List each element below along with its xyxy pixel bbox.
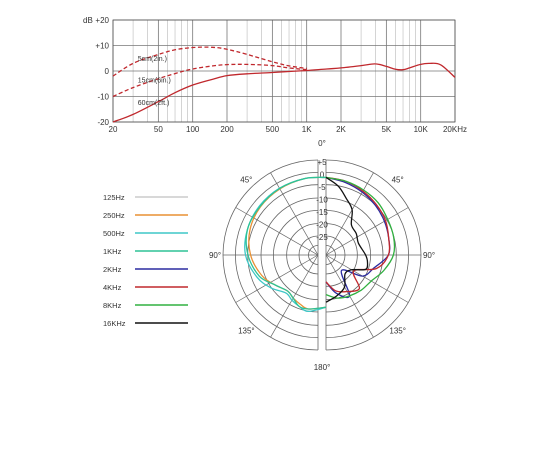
series-label: 15cm(6in.) bbox=[138, 77, 171, 84]
polar-r-tick: -10 bbox=[316, 196, 328, 205]
x-tick-label: 200 bbox=[220, 125, 234, 134]
polar-legend: 125Hz 250Hz 500Hz 1KHz 2KHz 4KHz 8KHz 16KHz bbox=[103, 193, 188, 328]
polar-angle-label: 135° bbox=[238, 327, 255, 336]
frequency-x-ticks: 20 50 100 200 500 1K 2K 5K 10K 20KHz bbox=[109, 125, 467, 134]
x-tick-label: 500 bbox=[266, 125, 280, 134]
polar-radial-ticks: +5 0 -5 -10 -15 -20 -25 bbox=[316, 158, 328, 242]
series-label: 5cm(2in.) bbox=[138, 56, 167, 63]
polar-line-1khz bbox=[245, 176, 327, 310]
polar-r-tick: -15 bbox=[316, 208, 328, 217]
polar-spoke bbox=[270, 172, 319, 256]
polar-angle-label: 90° bbox=[209, 251, 221, 260]
y-tick-label: -20 bbox=[97, 118, 109, 127]
x-tick-label: 1K bbox=[302, 125, 312, 134]
polar-line-250hz bbox=[248, 176, 327, 310]
legend-label-250hz: 250Hz bbox=[103, 211, 125, 220]
x-tick-label: 10K bbox=[414, 125, 429, 134]
frequency-y-ticks: +20 +10 0 -10 -20 bbox=[95, 16, 109, 127]
polar-angle-label: 180° bbox=[314, 363, 331, 372]
series-line-5cm2in bbox=[112, 46, 307, 77]
polar-angle-label: 90° bbox=[423, 251, 435, 260]
polar-center-gap bbox=[318, 155, 326, 355]
x-tick-label: 50 bbox=[154, 125, 163, 134]
polar-spoke bbox=[325, 254, 409, 303]
y-unit-label: dB bbox=[83, 16, 93, 25]
legend-label-8khz: 8KHz bbox=[103, 301, 122, 310]
frequency-response-chart: 20 50 100 200 500 1K 2K 5K 10K 20KHz +20 +10 0 -10 -2… bbox=[83, 16, 467, 134]
legend-label-1khz: 1KHz bbox=[103, 247, 122, 256]
legend-label-125hz: 125Hz bbox=[103, 193, 125, 202]
polar-spoke bbox=[235, 254, 319, 303]
x-tick-label: 5K bbox=[381, 125, 391, 134]
polar-angle-label: 45° bbox=[240, 175, 252, 184]
polar-r-tick: 0 bbox=[320, 171, 325, 180]
polar-line-8khz bbox=[325, 176, 396, 299]
polar-grid bbox=[222, 155, 422, 355]
polar-line-500hz bbox=[244, 176, 327, 313]
legend-label-16khz: 16KHz bbox=[103, 319, 126, 328]
x-tick-label: 20 bbox=[109, 125, 118, 134]
y-tick-label: 0 bbox=[105, 67, 110, 76]
polar-angle-label: 135° bbox=[389, 327, 406, 336]
polar-spoke bbox=[235, 207, 319, 256]
polar-pattern-chart: +5 0 -5 -10 -15 -20 -25 0° 45° 90° 135° 180° 135° 90… bbox=[209, 139, 435, 372]
frequency-series: 5cm(2in.) 15cm(6in.) 60cm(2ft.) bbox=[112, 46, 456, 123]
polar-spoke bbox=[270, 254, 319, 338]
legend-label-4khz: 4KHz bbox=[103, 283, 122, 292]
plot-frame bbox=[112, 19, 456, 123]
y-tick-label: -10 bbox=[97, 93, 109, 102]
polar-line-4khz bbox=[325, 176, 391, 293]
polar-r-tick: -25 bbox=[316, 233, 328, 242]
polar-angle-label: 45° bbox=[392, 175, 404, 184]
legend-label-2khz: 2KHz bbox=[103, 265, 122, 274]
x-tick-label: 100 bbox=[186, 125, 200, 134]
series-label: 60cm(2ft.) bbox=[138, 100, 170, 107]
polar-r-tick: -20 bbox=[316, 221, 328, 230]
y-tick-label: +10 bbox=[95, 42, 109, 51]
polar-r-tick: +5 bbox=[317, 158, 327, 167]
series-line-15cm6in bbox=[112, 63, 307, 98]
polar-spoke bbox=[325, 207, 409, 256]
polar-spoke bbox=[325, 172, 374, 256]
polar-r-tick: -5 bbox=[318, 183, 326, 192]
polar-angle-labels: 0° 45° 90° 135° 180° 135° 90° 45° bbox=[209, 139, 435, 372]
polar-series bbox=[244, 176, 396, 313]
polar-angle-label: 0° bbox=[318, 139, 326, 148]
legend-label-500hz: 500Hz bbox=[103, 229, 125, 238]
polar-line-16khz bbox=[325, 176, 369, 303]
series-line-60cm2ft bbox=[112, 62, 456, 123]
y-tick-label: +20 bbox=[95, 16, 109, 25]
x-tick-label: 2K bbox=[336, 125, 346, 134]
x-tick-label: 20KHz bbox=[443, 125, 467, 134]
